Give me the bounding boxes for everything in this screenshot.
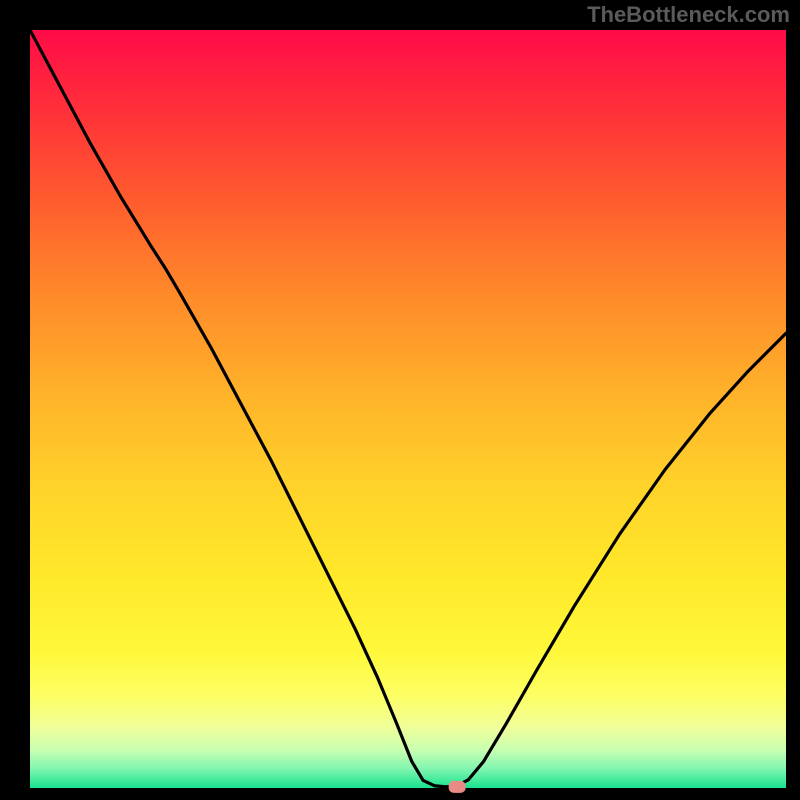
plot-background [30, 30, 786, 788]
chart-container: TheBottleneck.com [0, 0, 800, 800]
watermark-text: TheBottleneck.com [587, 2, 790, 28]
bottleneck-chart [0, 0, 800, 800]
optimal-point-marker [449, 781, 466, 793]
